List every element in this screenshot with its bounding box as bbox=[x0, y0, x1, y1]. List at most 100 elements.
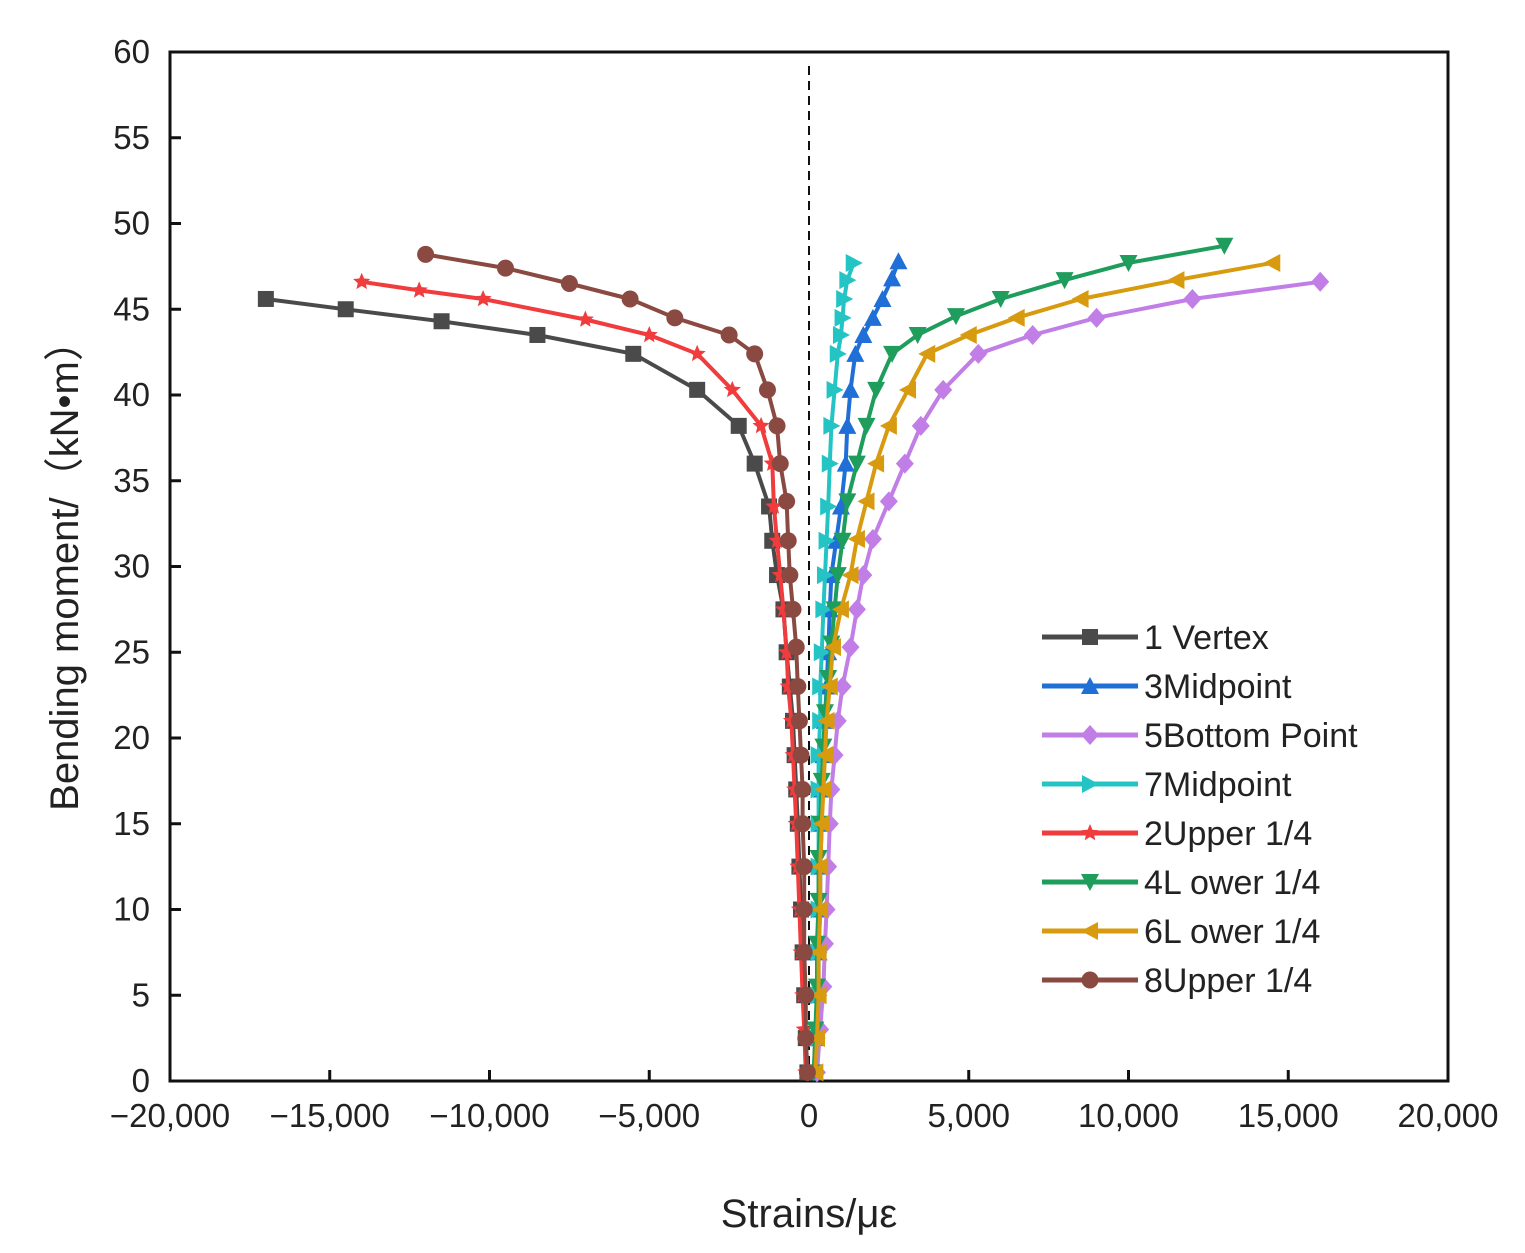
data-point bbox=[746, 345, 764, 363]
data-point bbox=[879, 491, 898, 512]
data-point bbox=[836, 289, 854, 308]
data-point bbox=[838, 493, 857, 511]
data-point bbox=[789, 678, 807, 696]
data-point bbox=[746, 455, 763, 472]
y-tick-label: 15 bbox=[113, 805, 150, 842]
data-point bbox=[889, 252, 908, 270]
data-point bbox=[845, 253, 863, 272]
data-point bbox=[625, 345, 642, 362]
y-tick-label: 25 bbox=[113, 633, 150, 670]
data-point bbox=[826, 380, 844, 399]
data-point bbox=[794, 815, 812, 833]
data-point bbox=[353, 272, 371, 290]
data-point bbox=[832, 325, 850, 344]
data-point bbox=[815, 600, 833, 619]
legend-label: 6L ower 1/4 bbox=[1144, 913, 1320, 951]
legend-label: 8Upper 1/4 bbox=[1144, 962, 1312, 1000]
data-point bbox=[899, 380, 917, 399]
y-tick-label: 0 bbox=[132, 1062, 150, 1099]
x-tick-label: 15,000 bbox=[1238, 1097, 1339, 1134]
y-tick-label: 10 bbox=[113, 891, 150, 928]
data-point bbox=[417, 245, 435, 263]
legend-item: 6L ower 1/4 bbox=[1042, 913, 1320, 951]
data-point bbox=[689, 381, 706, 398]
legend-label: 3Midpoint bbox=[1144, 668, 1292, 706]
data-point bbox=[640, 326, 658, 343]
data-point bbox=[723, 380, 741, 398]
legend-label: 4L ower 1/4 bbox=[1144, 864, 1320, 902]
data-point bbox=[828, 567, 847, 585]
y-tick-label: 35 bbox=[113, 462, 150, 499]
data-point bbox=[847, 455, 866, 473]
data-point bbox=[814, 780, 832, 799]
data-point bbox=[816, 566, 834, 585]
data-point bbox=[1071, 289, 1089, 308]
data-point bbox=[720, 326, 738, 344]
data-point bbox=[833, 676, 852, 697]
data-point bbox=[688, 344, 706, 362]
data-point bbox=[529, 326, 546, 343]
legend-item: 2Upper 1/4 bbox=[1042, 815, 1312, 853]
data-point bbox=[841, 566, 859, 585]
data-point bbox=[781, 566, 799, 584]
data-point bbox=[1007, 308, 1025, 327]
data-point bbox=[809, 986, 827, 1005]
y-tick-label: 55 bbox=[113, 119, 150, 156]
y-tick-label: 40 bbox=[113, 376, 150, 413]
series-2upper-1-4 bbox=[353, 272, 815, 1080]
legend-item: 7Midpoint bbox=[1042, 766, 1292, 804]
legend-marker bbox=[1081, 971, 1099, 989]
data-point bbox=[337, 301, 354, 318]
data-point bbox=[730, 417, 747, 434]
series-line bbox=[361, 279, 808, 1073]
data-point bbox=[795, 943, 813, 961]
series-6l-ower-1-4 bbox=[806, 253, 1281, 1082]
data-point bbox=[790, 712, 808, 730]
y-tick-label: 5 bbox=[132, 976, 150, 1013]
data-point bbox=[794, 780, 812, 798]
data-point bbox=[798, 1063, 816, 1081]
x-tick-label: −10,000 bbox=[429, 1097, 549, 1134]
data-point bbox=[433, 313, 450, 330]
data-point bbox=[911, 415, 930, 436]
x-tick-label: −5,000 bbox=[598, 1097, 700, 1134]
data-point bbox=[1119, 254, 1138, 272]
data-point bbox=[811, 900, 829, 919]
y-tick-label: 60 bbox=[113, 33, 150, 70]
data-point bbox=[1311, 271, 1330, 292]
data-point bbox=[817, 711, 835, 730]
data-point bbox=[811, 857, 829, 876]
data-point bbox=[841, 637, 860, 658]
data-point bbox=[836, 454, 855, 472]
data-point bbox=[821, 454, 839, 473]
data-point bbox=[847, 530, 865, 549]
data-point bbox=[857, 492, 875, 511]
legend-marker bbox=[1082, 629, 1098, 645]
data-point bbox=[829, 344, 847, 363]
legend-item: 8Upper 1/4 bbox=[1042, 962, 1312, 1000]
legend-marker bbox=[1081, 824, 1099, 841]
data-point bbox=[833, 532, 852, 550]
data-point bbox=[846, 344, 865, 362]
data-point bbox=[812, 677, 830, 696]
data-point bbox=[879, 416, 897, 435]
x-tick-label: 10,000 bbox=[1078, 1097, 1179, 1134]
data-point bbox=[560, 275, 578, 293]
data-point bbox=[410, 281, 428, 298]
y-tick-label: 20 bbox=[113, 719, 150, 756]
data-point bbox=[820, 497, 838, 516]
data-point bbox=[778, 492, 796, 510]
data-point bbox=[823, 638, 841, 657]
data-point bbox=[812, 814, 830, 833]
data-point bbox=[784, 600, 802, 618]
data-point bbox=[908, 326, 927, 344]
data-point bbox=[959, 325, 977, 344]
x-tick-label: 5,000 bbox=[927, 1097, 1010, 1134]
x-tick-label: −20,000 bbox=[110, 1097, 230, 1134]
y-tick-label: 45 bbox=[113, 290, 150, 327]
data-point bbox=[621, 290, 639, 308]
data-point bbox=[1023, 324, 1042, 345]
data-point bbox=[797, 986, 815, 1004]
data-point bbox=[576, 310, 594, 327]
data-point bbox=[758, 381, 776, 399]
